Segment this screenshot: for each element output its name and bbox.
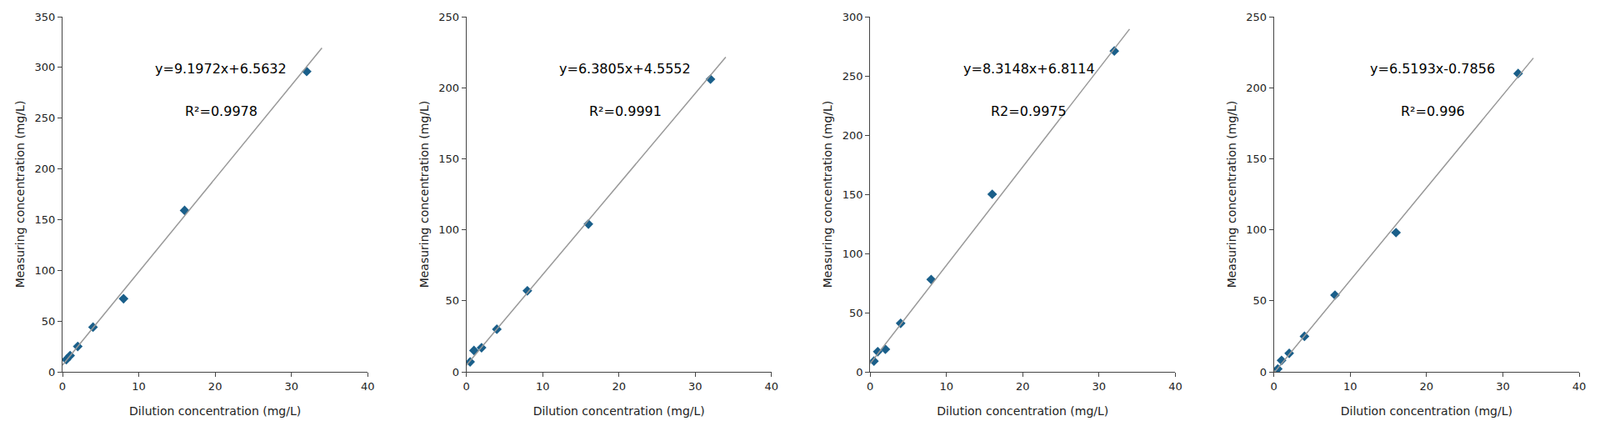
svg-text:30: 30 <box>1495 380 1510 393</box>
svg-text:0: 0 <box>59 380 66 393</box>
svg-text:200: 200 <box>35 162 56 175</box>
svg-text:10: 10 <box>1343 380 1358 393</box>
svg-text:100: 100 <box>842 247 864 260</box>
svg-text:20: 20 <box>1015 380 1030 393</box>
svg-text:Measuring concentration (mg/L): Measuring concentration (mg/L) <box>417 100 431 289</box>
svg-text:250: 250 <box>842 70 864 83</box>
svg-text:20: 20 <box>1420 380 1435 393</box>
svg-text:150: 150 <box>1245 152 1267 165</box>
svg-text:0: 0 <box>452 365 460 379</box>
svg-text:y=8.3148x+6.8114: y=8.3148x+6.8114 <box>963 60 1095 77</box>
svg-text:R2=0.9975: R2=0.9975 <box>990 103 1067 120</box>
svg-text:250: 250 <box>1245 10 1267 24</box>
svg-text:100: 100 <box>438 223 460 236</box>
svg-text:250: 250 <box>438 10 460 24</box>
svg-text:50: 50 <box>1253 294 1268 307</box>
svg-text:10: 10 <box>535 380 550 393</box>
svg-text:Dilution concentration (mg/L): Dilution concentration (mg/L) <box>129 404 301 418</box>
svg-text:10: 10 <box>131 380 146 393</box>
svg-text:100: 100 <box>35 264 56 277</box>
svg-text:40: 40 <box>1168 380 1183 393</box>
svg-text:100: 100 <box>1245 223 1267 236</box>
svg-text:Measuring concentration (mg/L): Measuring concentration (mg/L) <box>13 100 27 289</box>
svg-text:250: 250 <box>35 111 56 125</box>
svg-text:0: 0 <box>855 365 863 379</box>
svg-text:50: 50 <box>445 294 460 307</box>
svg-text:Measuring concentration (mg/L): Measuring concentration (mg/L) <box>820 100 835 289</box>
svg-text:Measuring concentration (mg/L): Measuring concentration (mg/L) <box>1225 100 1239 289</box>
svg-text:40: 40 <box>1572 380 1587 393</box>
svg-text:Dilution concentration (mg/L): Dilution concentration (mg/L) <box>533 404 705 418</box>
svg-text:20: 20 <box>611 380 626 393</box>
svg-text:0: 0 <box>48 365 55 379</box>
svg-text:350: 350 <box>35 10 56 24</box>
svg-text:y=6.5193x-0.7856: y=6.5193x-0.7856 <box>1370 60 1495 77</box>
svg-text:150: 150 <box>842 188 864 201</box>
svg-text:200: 200 <box>438 81 460 95</box>
svg-text:10: 10 <box>939 380 954 393</box>
svg-text:Dilution concentration (mg/L): Dilution concentration (mg/L) <box>936 404 1109 418</box>
svg-text:30: 30 <box>284 380 299 393</box>
svg-text:50: 50 <box>41 315 56 328</box>
svg-text:300: 300 <box>35 60 56 74</box>
svg-text:y=6.3805x+4.5552: y=6.3805x+4.5552 <box>559 60 691 77</box>
svg-text:R²=0.996: R²=0.996 <box>1400 103 1465 120</box>
svg-text:Dilution concentration (mg/L): Dilution concentration (mg/L) <box>1340 404 1513 418</box>
svg-text:R²=0.9991: R²=0.9991 <box>589 103 662 120</box>
svg-text:200: 200 <box>842 129 864 142</box>
svg-text:y=9.1972x+6.5632: y=9.1972x+6.5632 <box>155 60 287 77</box>
svg-text:20: 20 <box>208 380 223 393</box>
svg-text:0: 0 <box>462 380 470 393</box>
svg-text:150: 150 <box>35 213 56 226</box>
svg-text:30: 30 <box>1092 380 1107 393</box>
svg-text:0: 0 <box>866 380 874 393</box>
svg-text:30: 30 <box>688 380 703 393</box>
svg-text:40: 40 <box>765 380 780 393</box>
svg-text:50: 50 <box>849 306 864 320</box>
svg-text:300: 300 <box>842 10 864 24</box>
svg-text:0: 0 <box>1260 365 1267 379</box>
svg-text:40: 40 <box>360 380 375 393</box>
svg-text:150: 150 <box>438 152 460 165</box>
svg-text:200: 200 <box>1245 81 1267 95</box>
svg-text:0: 0 <box>1270 380 1278 393</box>
svg-text:R²=0.9978: R²=0.9978 <box>185 103 258 120</box>
